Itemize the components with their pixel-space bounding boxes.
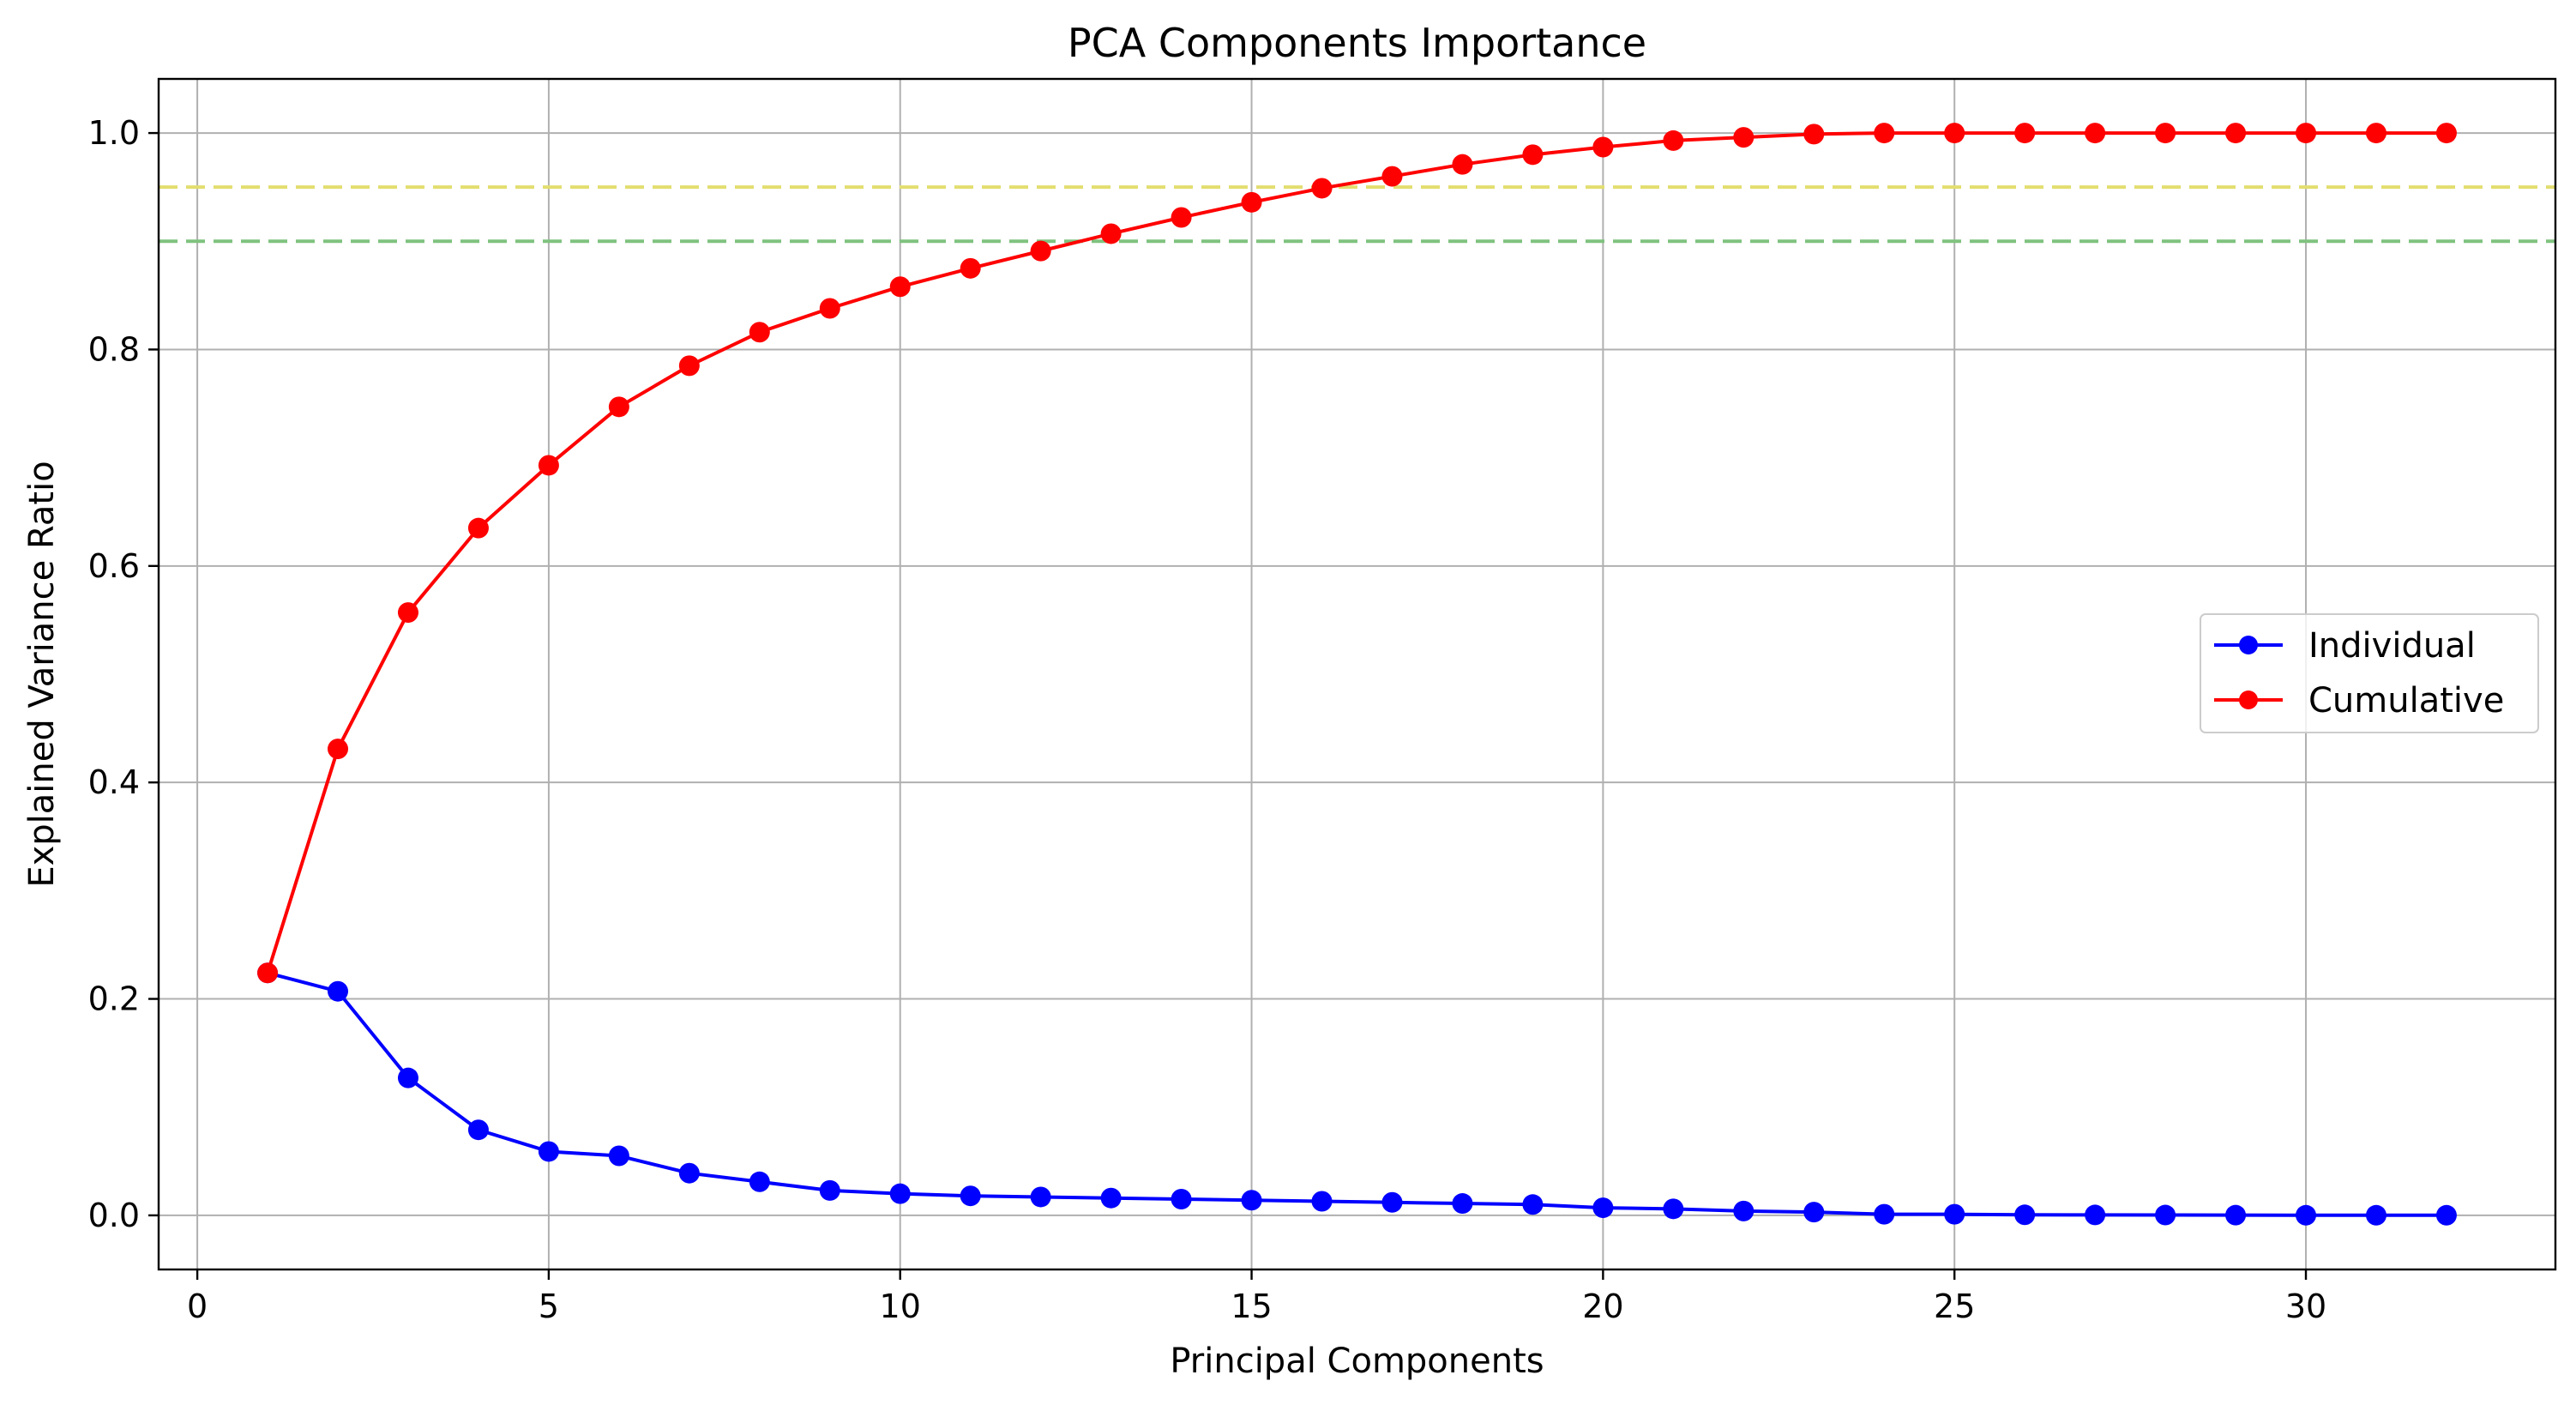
x-axis-label: Principal Components <box>1170 1342 1544 1381</box>
data-point-cumulative <box>1171 207 1192 228</box>
legend-entry-individual: Individual <box>2214 626 2476 666</box>
data-point-individual <box>538 1141 559 1162</box>
data-point-cumulative <box>1944 123 1965 144</box>
data-point-individual <box>1311 1191 1333 1212</box>
data-point-individual <box>328 980 349 1002</box>
y-tick-label: 0.8 <box>88 330 140 368</box>
data-point-individual <box>2085 1204 2106 1226</box>
data-point-cumulative <box>397 602 418 624</box>
data-point-individual <box>1030 1186 1051 1208</box>
chart-title: PCA Components Importance <box>1068 20 1646 66</box>
data-point-individual <box>1803 1202 1825 1223</box>
data-point-individual <box>1592 1197 1614 1219</box>
data-point-individual <box>2296 1204 2317 1226</box>
x-tick-label: 5 <box>539 1287 559 1325</box>
legend: Individual Cumulative <box>2200 613 2539 733</box>
legend-label-cumulative: Cumulative <box>2308 681 2504 721</box>
data-point-individual <box>2225 1204 2247 1226</box>
data-point-cumulative <box>608 396 629 418</box>
data-point-cumulative <box>1381 166 1403 187</box>
data-point-individual <box>1100 1187 1122 1209</box>
x-tick-label: 0 <box>187 1287 208 1325</box>
x-tick-label: 20 <box>1582 1287 1623 1325</box>
data-point-individual <box>1452 1193 1473 1215</box>
data-point-cumulative <box>1030 240 1051 262</box>
plot-area-frame <box>157 77 2557 1271</box>
x-tick-label: 30 <box>2285 1287 2326 1325</box>
legend-label-individual: Individual <box>2308 626 2476 666</box>
data-point-individual <box>1944 1203 1965 1225</box>
data-point-individual <box>1241 1190 1262 1211</box>
data-point-cumulative <box>2014 123 2036 144</box>
data-point-cumulative <box>1100 223 1122 244</box>
data-point-cumulative <box>538 455 559 476</box>
data-point-cumulative <box>1311 178 1333 199</box>
y-tick-label: 0.0 <box>88 1197 140 1234</box>
data-point-cumulative <box>819 298 840 319</box>
data-point-individual <box>1874 1203 1895 1225</box>
legend-marker-individual <box>2239 636 2258 654</box>
data-point-cumulative <box>467 517 489 539</box>
series-line-cumulative <box>266 131 2447 974</box>
reference-lines <box>159 185 2555 244</box>
y-tick-label: 0.6 <box>88 547 140 585</box>
y-tick-label: 1.0 <box>88 114 140 152</box>
data-point-individual <box>1381 1191 1403 1213</box>
y-tick-label: 0.2 <box>88 980 140 1018</box>
data-point-cumulative <box>960 257 981 279</box>
data-point-individual <box>1171 1188 1192 1209</box>
data-point-cumulative <box>889 276 911 298</box>
data-point-cumulative <box>2085 123 2106 144</box>
axis-ticks: 0 5 10 15 20 25 30 0.0 0.2 0.4 0.6 0.8 1.0 <box>88 114 2327 1325</box>
data-point-cumulative <box>257 962 279 984</box>
legend-entry-cumulative: Cumulative <box>2214 681 2504 721</box>
data-point-individual <box>467 1119 489 1141</box>
legend-marker-cumulative <box>2239 690 2258 709</box>
series-layer <box>257 123 2457 1226</box>
data-point-individual <box>1522 1194 1544 1215</box>
data-point-cumulative <box>1733 127 1754 148</box>
x-tick-label: 10 <box>880 1287 921 1325</box>
data-point-individual <box>2435 1204 2457 1226</box>
data-point-cumulative <box>749 322 770 343</box>
legend-box <box>2200 613 2539 733</box>
data-point-individual <box>397 1067 418 1088</box>
data-point-individual <box>608 1145 629 1167</box>
x-tick-label: 25 <box>1934 1287 1975 1325</box>
data-point-individual <box>749 1171 770 1192</box>
data-point-individual <box>1733 1200 1754 1221</box>
data-point-cumulative <box>2435 123 2457 144</box>
data-point-cumulative <box>1522 144 1544 166</box>
y-axis-label: Explained Variance Ratio <box>22 461 62 887</box>
data-point-individual <box>2155 1204 2176 1226</box>
data-point-individual <box>1663 1198 1684 1220</box>
data-point-cumulative <box>1803 124 1825 145</box>
data-point-cumulative <box>1663 130 1684 151</box>
data-point-cumulative <box>1592 136 1614 158</box>
x-tick-label: 15 <box>1231 1287 1272 1325</box>
data-point-individual <box>2365 1204 2386 1226</box>
series-line-individual <box>267 971 2447 1217</box>
data-point-cumulative <box>1241 191 1262 213</box>
data-point-cumulative <box>2365 123 2386 144</box>
data-point-individual <box>678 1162 700 1184</box>
data-point-cumulative <box>1874 123 1895 144</box>
data-point-cumulative <box>678 355 700 377</box>
data-point-cumulative <box>328 739 349 760</box>
data-point-individual <box>889 1183 911 1204</box>
data-point-individual <box>2014 1204 2036 1226</box>
data-point-cumulative <box>2155 123 2176 144</box>
data-point-individual <box>960 1185 981 1207</box>
data-point-cumulative <box>1452 154 1473 175</box>
data-point-cumulative <box>2225 123 2247 144</box>
data-point-individual <box>819 1179 840 1201</box>
y-tick-label: 0.4 <box>88 763 140 801</box>
data-point-cumulative <box>2296 123 2317 144</box>
